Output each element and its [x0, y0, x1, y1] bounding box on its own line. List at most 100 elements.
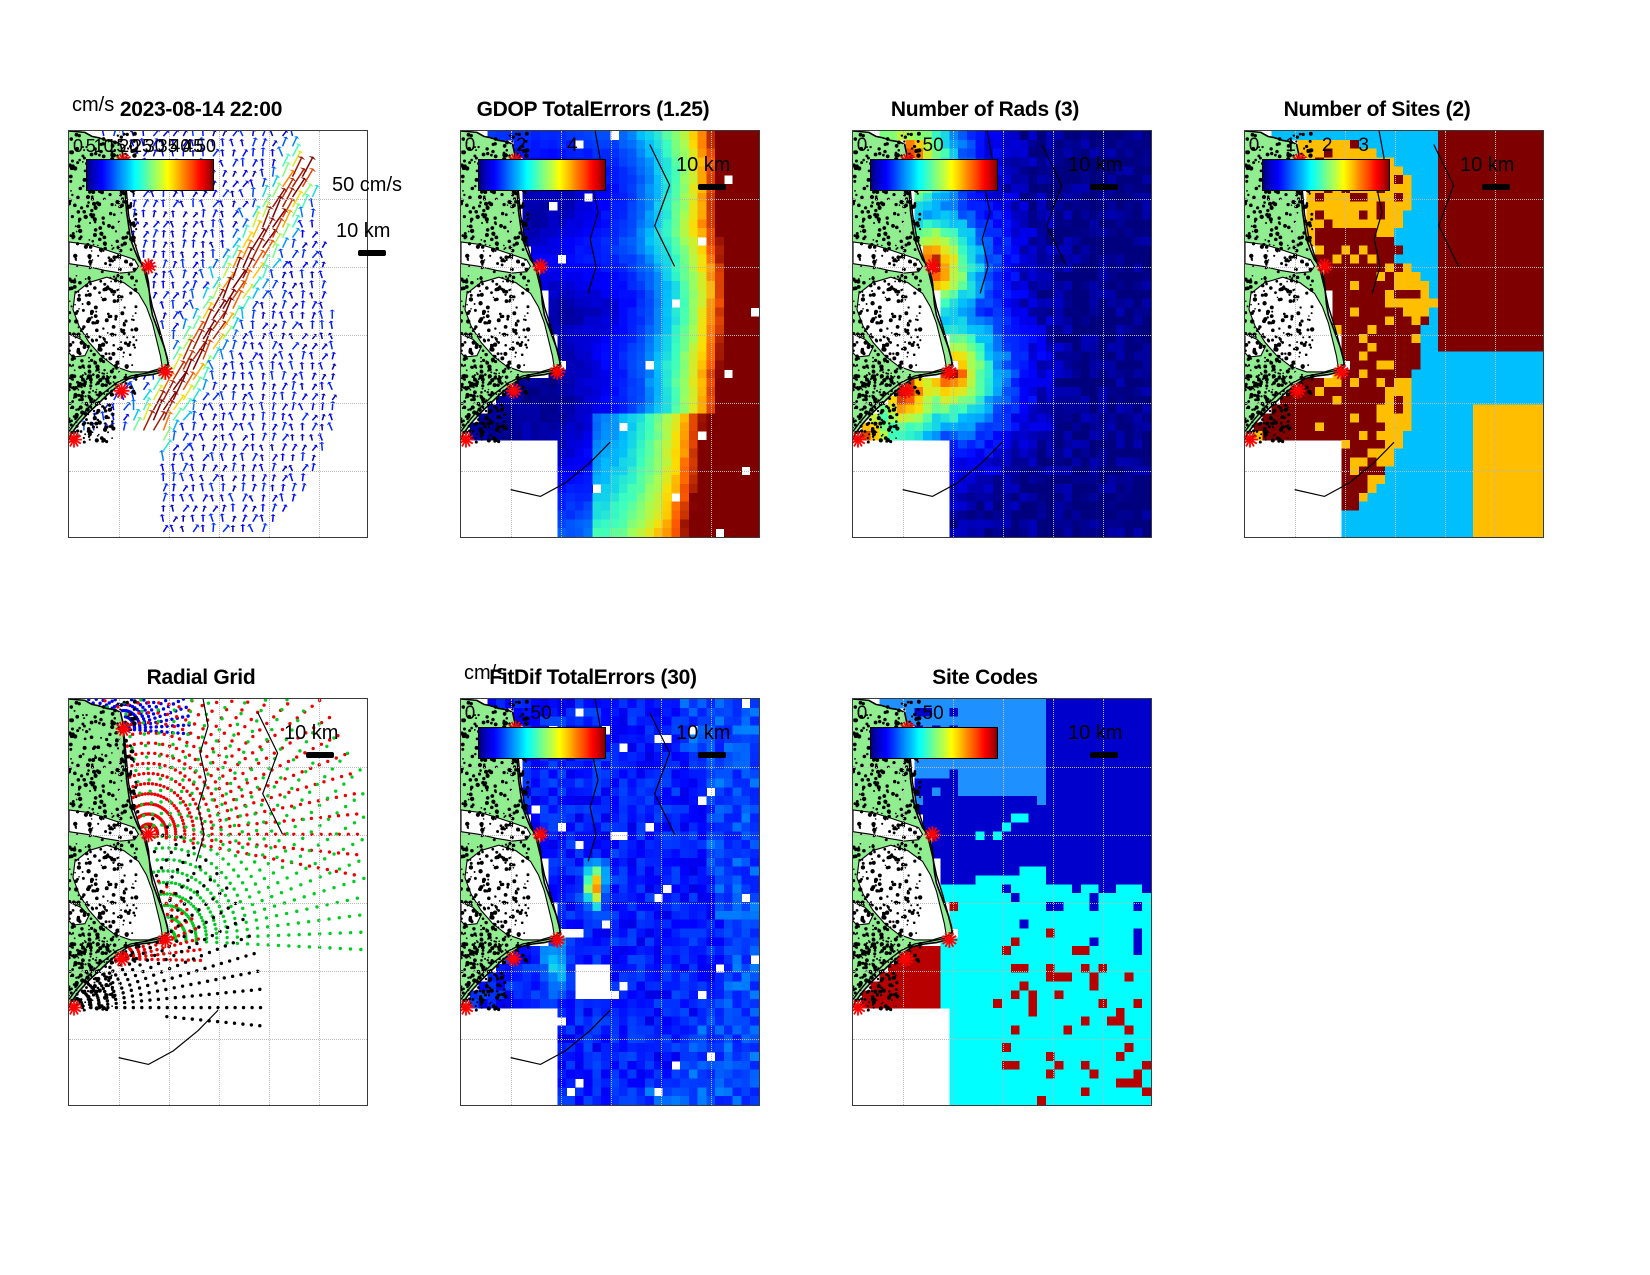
x-tick-mark [169, 537, 170, 538]
x-tick-mark [1053, 1105, 1054, 1106]
y-tick-mark [759, 471, 760, 472]
axes-inner [853, 131, 1151, 537]
panel-title: 2023-08-14 22:00 [119, 98, 283, 121]
axes-inner [461, 131, 759, 537]
colorbar: 0 50 [465, 704, 606, 759]
colorbar-tick-label: 15 [106, 136, 127, 156]
colorbar-tick-label: 0 [464, 703, 476, 724]
colorbar-tick-label: 20 [119, 136, 140, 156]
coastline-layer [69, 131, 367, 537]
colorbar-tick-label: 0 [856, 703, 868, 724]
x-tick-mark [1003, 1105, 1004, 1106]
x-tick-mark [269, 537, 270, 538]
y-tick-mark [1151, 471, 1152, 472]
x-tick-mark [1295, 537, 1296, 538]
map-axes: 37°N37°N30'30'36°N36°N30'30'35°N35°N30'3… [68, 698, 368, 1106]
panel-title: FitDif TotalErrors (30) [489, 666, 697, 689]
y-tick-mark [759, 971, 760, 972]
x-tick-mark [319, 1105, 320, 1106]
x-tick-mark [319, 537, 320, 538]
colorbar-gradient [870, 159, 998, 191]
colorbar-tick-label: 40 [170, 136, 191, 156]
x-tick-mark [853, 537, 854, 538]
contour-layer [461, 131, 759, 537]
colorbar-tick-label: 50 [922, 135, 944, 156]
axes-inner [1245, 131, 1543, 537]
x-tick-mark [461, 1105, 462, 1106]
colorbar-ticks: 0 1 2 3 [1249, 135, 1390, 158]
x-tick-mark [611, 1105, 612, 1106]
x-tick-mark [1445, 537, 1446, 538]
y-tick-mark [367, 199, 368, 200]
panel-number-of-rads: Number of Rads (3) 37°N37°N30'30'36°N36°N… [790, 92, 1180, 562]
panel-title: Number of Sites (2) [1283, 98, 1471, 121]
x-tick-mark [611, 537, 612, 538]
y-tick-mark [1151, 403, 1152, 404]
panel-title: Site Codes [932, 666, 1038, 689]
vector-scale-label: 50 cm/s [332, 174, 403, 196]
x-tick-mark [219, 537, 220, 538]
x-tick-mark [69, 1105, 70, 1106]
y-tick-mark [1543, 403, 1544, 404]
x-tick-mark [903, 1105, 904, 1106]
y-tick-mark [367, 471, 368, 472]
velocity-vector-layer [69, 131, 367, 537]
colorbar-tick-label: 30 [144, 136, 165, 156]
distance-scale-label: 10 km [676, 154, 731, 176]
y-tick-mark [759, 767, 760, 768]
y-tick-mark [1151, 199, 1152, 200]
colorbar-tick-label: 2 [1321, 135, 1333, 156]
x-tick-mark [1103, 1105, 1104, 1106]
distance-scale-label: 10 km [1460, 154, 1515, 176]
colorbar-ticks: 0 50 [465, 704, 606, 726]
coastline-layer [1245, 131, 1543, 537]
y-tick-mark [759, 903, 760, 904]
colorbar: 0 50 [857, 136, 998, 191]
x-tick-mark [561, 1105, 562, 1106]
x-tick-mark [711, 1105, 712, 1106]
colorbar: 0 1 2 3 [1249, 136, 1390, 191]
y-tick-mark [367, 699, 368, 700]
colorbar-tick-label: 0 [464, 135, 476, 156]
y-tick-mark [367, 131, 368, 132]
colorbar-ticks: 0 2 4 [465, 136, 606, 158]
y-tick-mark [1151, 131, 1152, 132]
x-tick-mark [853, 1105, 854, 1106]
y-tick-mark [1543, 199, 1544, 200]
x-tick-mark [953, 1105, 954, 1106]
x-tick-mark [1345, 537, 1346, 538]
units-label: cm/s [464, 662, 507, 684]
axes-inner [853, 699, 1151, 1105]
y-tick-mark [1151, 699, 1152, 700]
distance-scale-bar [698, 184, 726, 190]
panel-radial-grid: Radial Grid 37°N37°N30'30'36°N36°N30'30'3… [6, 660, 396, 1130]
y-tick-mark [1151, 835, 1152, 836]
y-tick-mark [367, 1039, 368, 1040]
x-tick-mark [1495, 537, 1496, 538]
panel-title: Radial Grid [146, 666, 256, 689]
y-tick-mark [367, 767, 368, 768]
distance-scale-label: 10 km [1068, 154, 1123, 176]
coastline-layer [69, 699, 367, 1105]
panel-site-codes: Site Codes 37°N37°N30'30'36°N36°N30'30'35… [790, 660, 1180, 1130]
x-tick-mark [511, 537, 512, 538]
y-tick-mark [759, 199, 760, 200]
contour-layer [853, 131, 1151, 537]
radial-dot-layer [69, 699, 367, 1105]
map-axes: 37°N37°N30'30'36°N36°N30'30'35°N35°N30'3… [852, 698, 1152, 1106]
x-tick-mark [119, 537, 120, 538]
y-tick-mark [1543, 471, 1544, 472]
x-tick-mark [269, 1105, 270, 1106]
map-axes: 37°N37°N30'30'36°N36°N30'30'35°N35°N30'3… [68, 130, 368, 538]
colorbar-tick-label: 50 [195, 136, 217, 156]
raster-layer [853, 131, 1151, 537]
x-tick-mark [1245, 537, 1246, 538]
x-tick-mark [953, 537, 954, 538]
distance-scale-label: 10 km [676, 722, 731, 744]
distance-scale-bar [358, 250, 386, 256]
colorbar-ticks: 0 50 [857, 704, 998, 726]
y-tick-mark [1151, 267, 1152, 268]
colorbar-gradient [478, 727, 606, 759]
panel-title: Number of Rads (3) [890, 98, 1080, 121]
